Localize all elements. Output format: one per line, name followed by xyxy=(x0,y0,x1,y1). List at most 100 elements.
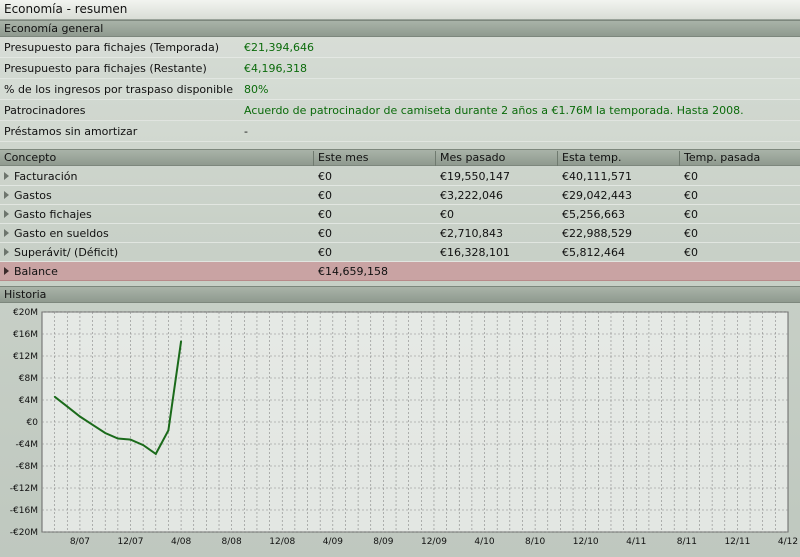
cell-temp-pasada: €0 xyxy=(684,170,698,183)
cell-este-mes: €0 xyxy=(318,208,332,221)
cell-mes-pasado: €2,710,843 xyxy=(440,227,503,240)
data-point xyxy=(129,438,132,441)
y-tick-label: €8M xyxy=(19,374,38,384)
general-row-label: Préstamos sin amortizar xyxy=(4,125,138,138)
cell-concept: Gastos xyxy=(14,189,52,202)
history-chart: €20M €16M €12M €8M €4M €0 -€4M -€8M -€12M -€16M -€… xyxy=(0,287,800,557)
y-tick-label: -€16M xyxy=(10,506,38,516)
x-tick-label: 12/08 xyxy=(269,537,295,547)
data-point xyxy=(104,432,107,434)
table-row[interactable]: Facturación €0 €19,550,147 €40,111,571 €0 xyxy=(0,167,800,186)
y-tick-label: €16M xyxy=(13,330,38,340)
balance-label: Balance xyxy=(14,265,58,278)
x-tick-label: 12/10 xyxy=(573,537,599,547)
table-row[interactable]: Superávit/ (Déficit) €0 €16,328,101 €5,812,… xyxy=(0,243,800,262)
general-row-value: €4,196,318 xyxy=(244,62,307,75)
general-row: Presupuesto para fichajes (Restante) €4,1… xyxy=(0,58,800,79)
general-row: Presupuesto para fichajes (Temporada) €21… xyxy=(0,37,800,58)
cell-esta-temp: €22,988,529 xyxy=(562,227,632,240)
table-row[interactable]: Gasto fichajes €0 €0 €5,256,663 €0 xyxy=(0,205,800,224)
table-row[interactable]: Gastos €0 €3,222,046 €29,042,443 €0 xyxy=(0,186,800,205)
general-row-label: % de los ingresos por traspaso disponibl… xyxy=(4,83,233,96)
general-row: % de los ingresos por traspaso disponibl… xyxy=(0,79,800,100)
cell-concept: Gasto en sueldos xyxy=(14,227,109,240)
y-tick-label: €20M xyxy=(13,308,38,318)
cell-mes-pasado: €19,550,147 xyxy=(440,170,510,183)
col-concepto[interactable]: Concepto xyxy=(4,151,57,164)
cell-esta-temp: €29,042,443 xyxy=(562,189,632,202)
y-tick-label: -€20M xyxy=(10,528,38,538)
x-tick-label: 8/10 xyxy=(525,537,545,547)
y-tick-label: €0 xyxy=(27,418,39,428)
expand-triangle-icon[interactable] xyxy=(4,248,9,256)
history-section-header: Historia xyxy=(0,286,800,303)
expand-triangle-icon[interactable] xyxy=(4,267,9,275)
data-point xyxy=(79,415,81,418)
table-row[interactable]: Gasto en sueldos €0 €2,710,843 €22,988,529 €… xyxy=(0,224,800,243)
general-row-value: - xyxy=(244,125,248,138)
data-point xyxy=(154,453,157,455)
general-row-label: Presupuesto para fichajes (Temporada) xyxy=(4,41,220,54)
cell-esta-temp: €5,812,464 xyxy=(562,246,625,259)
expand-triangle-icon[interactable] xyxy=(4,191,9,199)
cell-concept: Facturación xyxy=(14,170,78,183)
x-tick-label: 4/12 xyxy=(778,537,798,547)
cell-mes-pasado: €16,328,101 xyxy=(440,246,510,259)
data-point xyxy=(142,444,144,446)
cell-este-mes: €0 xyxy=(318,170,332,183)
general-row: Préstamos sin amortizar - xyxy=(0,121,800,142)
cell-temp-pasada: €0 xyxy=(684,227,698,240)
finance-table-header: Concepto Este mes Mes pasado Esta temp. … xyxy=(0,149,800,166)
window-title: Economía - resumen xyxy=(0,0,800,20)
x-tick-label: 12/11 xyxy=(724,537,750,547)
data-point xyxy=(91,423,94,426)
col-mes-pasado[interactable]: Mes pasado xyxy=(435,151,557,166)
x-tick-label: 8/11 xyxy=(677,537,697,547)
cell-mes-pasado: €0 xyxy=(440,208,454,221)
general-row-label: Patrocinadores xyxy=(4,104,86,117)
x-tick-label: 12/07 xyxy=(118,537,144,547)
balance-este-mes: €14,659,158 xyxy=(318,265,388,278)
balance-row[interactable]: Balance €14,659,158 xyxy=(0,262,800,281)
cell-este-mes: €0 xyxy=(318,189,332,202)
y-tick-label: -€4M xyxy=(16,440,38,450)
cell-temp-pasada: €0 xyxy=(684,208,698,221)
col-este-mes[interactable]: Este mes xyxy=(313,151,435,166)
x-tick-label: 8/08 xyxy=(222,537,242,547)
cell-temp-pasada: €0 xyxy=(684,189,698,202)
y-tick-label: €4M xyxy=(19,396,38,406)
data-point xyxy=(180,340,182,342)
history-chart-svg: €20M €16M €12M €8M €4M €0 -€4M -€8M -€12M -€16M -€… xyxy=(10,308,798,547)
cell-concept: Superávit/ (Déficit) xyxy=(14,246,119,259)
general-row-value: €21,394,646 xyxy=(244,41,314,54)
cell-concept: Gasto fichajes xyxy=(14,208,92,221)
cell-mes-pasado: €3,222,046 xyxy=(440,189,503,202)
general-row: Patrocinadores Acuerdo de patrocinador de… xyxy=(0,100,800,121)
general-section-header: Economía general xyxy=(0,20,800,37)
x-tick-label: 4/10 xyxy=(474,537,494,547)
general-row-value: 80% xyxy=(244,83,269,96)
data-point xyxy=(66,405,69,408)
expand-triangle-icon[interactable] xyxy=(4,229,9,237)
y-tick-label: -€12M xyxy=(10,484,38,494)
cell-este-mes: €0 xyxy=(318,246,332,259)
col-temp-pasada[interactable]: Temp. pasada xyxy=(679,151,800,166)
data-point xyxy=(167,429,170,432)
x-tick-label: 4/08 xyxy=(171,537,191,547)
cell-esta-temp: €40,111,571 xyxy=(562,170,632,183)
data-point xyxy=(117,437,119,440)
x-tick-label: 8/09 xyxy=(373,537,393,547)
x-tick-label: 4/11 xyxy=(626,537,646,547)
cell-temp-pasada: €0 xyxy=(684,246,698,259)
cell-este-mes: €0 xyxy=(318,227,332,240)
expand-triangle-icon[interactable] xyxy=(4,172,9,180)
x-tick-label: 8/07 xyxy=(70,537,90,547)
y-tick-label: €12M xyxy=(13,352,38,362)
y-tick-label: -€8M xyxy=(16,462,38,472)
general-row-label: Presupuesto para fichajes (Restante) xyxy=(4,62,207,75)
col-esta-temp[interactable]: Esta temp. xyxy=(557,151,679,166)
general-row-value: Acuerdo de patrocinador de camiseta dura… xyxy=(244,104,744,117)
x-tick-label: 4/09 xyxy=(323,537,343,547)
expand-triangle-icon[interactable] xyxy=(4,210,9,218)
cell-esta-temp: €5,256,663 xyxy=(562,208,625,221)
